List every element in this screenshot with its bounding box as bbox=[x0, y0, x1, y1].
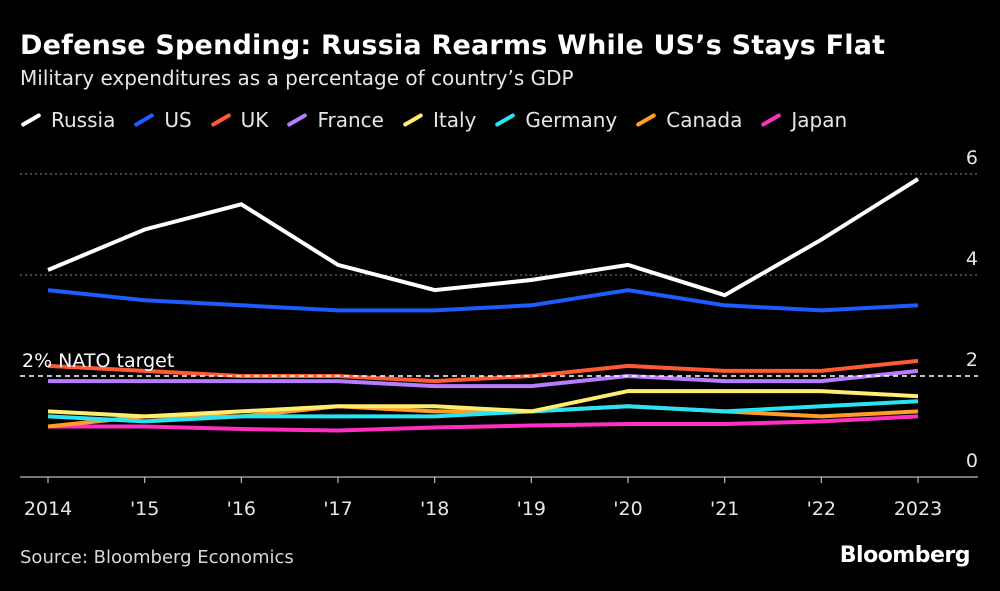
legend-label: UK bbox=[240, 108, 269, 132]
series-line-canada bbox=[47, 404, 919, 429]
legend-item-italy: Italy bbox=[402, 108, 476, 132]
chart-title: Defense Spending: Russia Rearms While US… bbox=[20, 30, 886, 61]
legend-item-canada: Canada bbox=[635, 108, 742, 132]
x-tick-label: '19 bbox=[517, 498, 546, 520]
legend-label: Italy bbox=[432, 108, 477, 132]
y-tick-label: 0 bbox=[966, 450, 978, 472]
legend-label: US bbox=[164, 108, 192, 132]
x-tick-label: '20 bbox=[613, 498, 642, 520]
x-tick-label: '21 bbox=[710, 498, 739, 520]
brand-logo: Bloomberg bbox=[839, 543, 971, 568]
legend-label: Russia bbox=[51, 108, 116, 132]
y-tick-label: 4 bbox=[966, 248, 978, 270]
y-tick-label: 6 bbox=[966, 147, 978, 169]
legend-item-japan: Japan bbox=[760, 108, 847, 132]
series-line-japan bbox=[48, 414, 919, 433]
legend-label: Canada bbox=[666, 108, 743, 132]
x-tick-label: 2014 bbox=[24, 498, 72, 520]
legend-item-russia: Russia bbox=[20, 108, 115, 132]
legend: Russia US UK France Italy Germany Canada Japan bbox=[20, 108, 847, 132]
chart-subtitle: Military expenditures as a percentage of… bbox=[20, 66, 574, 90]
legend-label: Japan bbox=[791, 108, 848, 132]
x-tick-label: '17 bbox=[323, 498, 352, 520]
y-tick-label: 2 bbox=[966, 349, 978, 371]
x-tick-label: 2023 bbox=[894, 498, 942, 520]
series-line-italy bbox=[47, 389, 919, 419]
nato-target-label: 2% NATO target bbox=[22, 350, 174, 372]
series-line-france bbox=[48, 368, 919, 389]
legend-label: France bbox=[317, 108, 384, 132]
legend-item-us: US bbox=[133, 108, 192, 132]
series-line-us bbox=[47, 288, 919, 313]
series-line-germany bbox=[47, 399, 919, 424]
source-note: Source: Bloomberg Economics bbox=[20, 547, 294, 568]
legend-item-germany: Germany bbox=[494, 108, 617, 132]
x-tick-label: '22 bbox=[807, 498, 836, 520]
x-tick-label: '18 bbox=[420, 498, 449, 520]
legend-label: Germany bbox=[525, 108, 618, 132]
x-tick-label: '15 bbox=[130, 498, 159, 520]
series-line-uk bbox=[47, 358, 919, 384]
legend-item-france: France bbox=[286, 108, 384, 132]
series-line-russia bbox=[47, 177, 920, 298]
x-tick-label: '16 bbox=[227, 498, 256, 520]
legend-item-uk: UK bbox=[210, 108, 269, 132]
